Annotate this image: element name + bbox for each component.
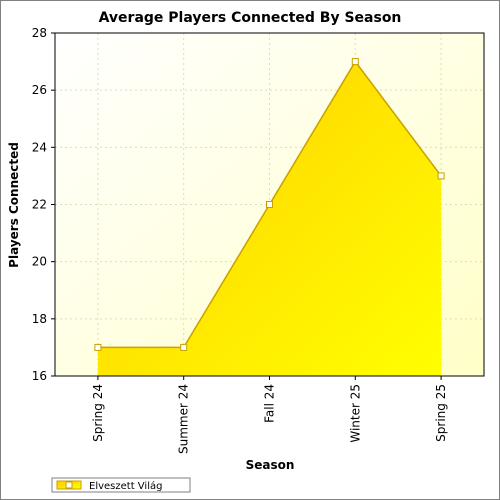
y-tick-label: 16 [32,369,47,383]
y-axis: 16 18 20 22 24 26 28 [32,26,55,383]
y-tick-label: 24 [32,140,47,154]
y-axis-label: Players Connected [7,142,21,268]
data-point-marker [266,201,273,208]
y-tick-label: 22 [32,198,47,212]
x-axis: Spring 24 Summer 24 Fall 24 Winter 25 Spring… [91,376,448,454]
y-tick-label: 28 [32,26,47,40]
x-tick-label: Spring 25 [434,384,448,442]
x-tick-label: Fall 24 [263,384,277,423]
x-tick-label: Winter 25 [348,384,362,443]
data-point-marker [180,343,188,351]
series-area [97,61,442,376]
x-tick-label: Summer 24 [177,384,191,454]
series-layer [94,58,445,376]
data-point-marker [351,58,359,66]
legend-box [51,477,191,493]
y-tick-label: 18 [32,312,47,326]
data-point-marker [437,172,445,180]
legend: Elveszett Világ [51,477,191,493]
y-tick-label: 26 [32,83,47,97]
legend-label: Elveszett Világ [89,480,162,492]
y-tick-label: 20 [32,255,47,269]
x-tick-label: Spring 24 [91,384,105,442]
legend-marker [65,481,73,489]
data-point-marker [94,343,102,351]
x-axis-label: Season [246,458,295,472]
chart-title: Average Players Connected By Season [99,10,402,26]
